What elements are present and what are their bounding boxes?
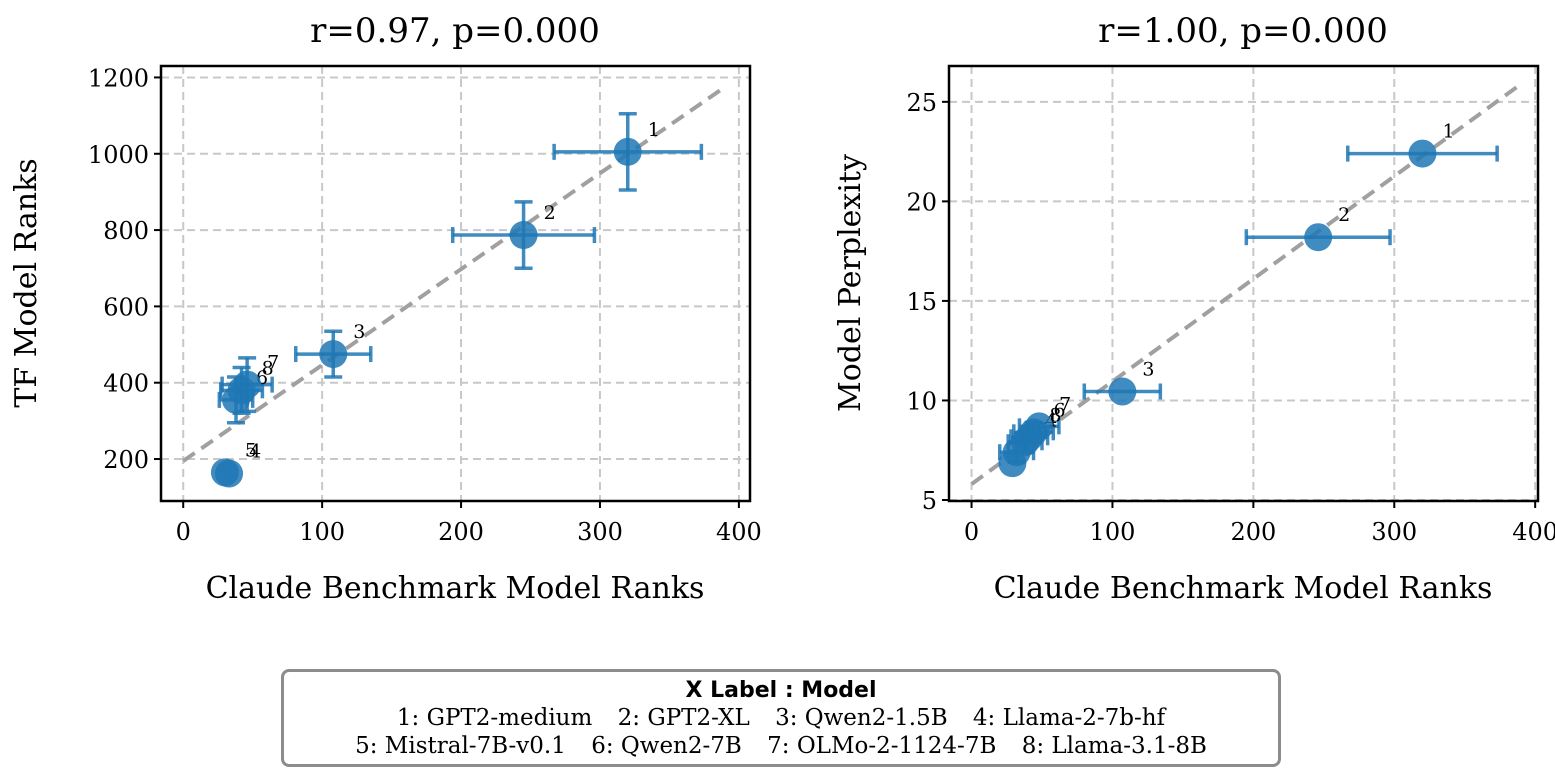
left-point-label-8: 8: [262, 357, 274, 379]
right-panel: r=1.00, p=0.000 Claude Benchmark Model R…: [833, 11, 1555, 606]
right-point-2: [1304, 223, 1333, 252]
left-point-label-3: 3: [353, 321, 365, 343]
left-y-tick-label: 400: [103, 370, 149, 398]
right-y-axis-label: Model Perplexity: [833, 154, 868, 412]
right-y-tick-label: 5: [922, 487, 937, 515]
left-point-3: [319, 340, 348, 369]
left-panel: r=0.97, p=0.000 Claude Benchmark Model R…: [9, 11, 762, 606]
left-y-tick-label: 600: [103, 293, 149, 321]
left-point-label-5: 5: [245, 439, 257, 461]
legend-item-4: 4: Llama-2-7b-hf: [972, 705, 1166, 731]
legend-item-5: 5: Mistral-7B-v0.1: [355, 733, 566, 759]
right-x-tick-label: 200: [1230, 518, 1276, 546]
right-x-tick-label: 400: [1512, 518, 1555, 546]
figure: r=0.97, p=0.000 Claude Benchmark Model R…: [9, 11, 1555, 606]
left-point-label-1: 1: [648, 119, 660, 141]
right-point-extra: [998, 449, 1027, 478]
legend-row-2: 5: Mistral-7B-v0.1 6: Qwen2-7B 7: OLMo-2…: [284, 732, 1278, 760]
left-panel-title: r=0.97, p=0.000: [310, 11, 600, 51]
right-point-3: [1108, 377, 1137, 406]
right-point-8: [1015, 423, 1044, 452]
right-x-tick-label: 100: [1090, 518, 1136, 546]
legend-item-6: 6: Qwen2-7B: [591, 733, 742, 759]
left-y-tick-label: 1000: [88, 141, 149, 169]
left-x-tick-label: 100: [299, 518, 345, 546]
right-y-tick-label: 25: [906, 89, 937, 117]
left-axes-frame: [159, 64, 752, 503]
left-x-tick-label: 300: [577, 518, 623, 546]
left-point-8: [227, 376, 256, 405]
legend-item-3: 3: Qwen2-1.5B: [775, 705, 948, 731]
right-point-label-6: 6: [1054, 399, 1066, 421]
left-x-tick-label: 400: [716, 518, 762, 546]
left-y-tick-label: 800: [103, 217, 149, 245]
right-x-tick-label: 300: [1371, 518, 1417, 546]
left-x-tick-label: 0: [176, 518, 191, 546]
right-plot-layer: 123456780100200300400510152025: [906, 64, 1555, 546]
legend-item-2: 2: GPT2-XL: [617, 705, 750, 731]
right-x-axis-label: Claude Benchmark Model Ranks: [994, 571, 1493, 606]
right-regression-line: [970, 82, 1523, 486]
legend-item-1: 1: GPT2-medium: [396, 705, 593, 731]
left-point-label-2: 2: [544, 202, 556, 224]
left-x-axis-label: Claude Benchmark Model Ranks: [206, 571, 705, 606]
right-x-tick-label: 0: [964, 518, 979, 546]
right-point-label-3: 3: [1142, 359, 1154, 381]
left-y-tick-label: 200: [103, 446, 149, 474]
legend-row-1: 1: GPT2-medium 2: GPT2-XL 3: Qwen2-1.5B …: [284, 704, 1278, 732]
left-y-tick-label: 1200: [88, 64, 149, 92]
left-regression-line: [182, 85, 727, 463]
left-y-axis-label: TF Model Ranks: [9, 158, 44, 407]
legend-item-7: 7: OLMo-2-1124-7B: [767, 733, 997, 759]
right-panel-title: r=1.00, p=0.000: [1098, 11, 1388, 51]
left-x-tick-label: 200: [438, 518, 484, 546]
left-point-label-7: 7: [267, 352, 279, 374]
right-y-tick-label: 15: [906, 288, 937, 316]
legend-title: X Label : Model: [685, 678, 877, 703]
legend: X Label : Model 1: GPT2-medium 2: GPT2-X…: [281, 669, 1281, 767]
legend-item-8: 8: Llama-3.1-8B: [1021, 733, 1207, 759]
left-point-1: [613, 137, 642, 166]
right-point-label-8: 8: [1049, 404, 1061, 426]
right-y-tick-label: 20: [906, 188, 937, 216]
left-point-label-4: 4: [249, 441, 261, 463]
right-axes-frame: [947, 64, 1540, 503]
right-point-1: [1408, 139, 1437, 168]
right-point-label-7: 7: [1059, 393, 1071, 415]
left-point-2: [509, 221, 538, 250]
right-point-label-1: 1: [1442, 121, 1454, 143]
left-point-5: [210, 458, 239, 487]
right-y-tick-label: 10: [906, 387, 937, 415]
right-point-label-2: 2: [1338, 204, 1350, 226]
